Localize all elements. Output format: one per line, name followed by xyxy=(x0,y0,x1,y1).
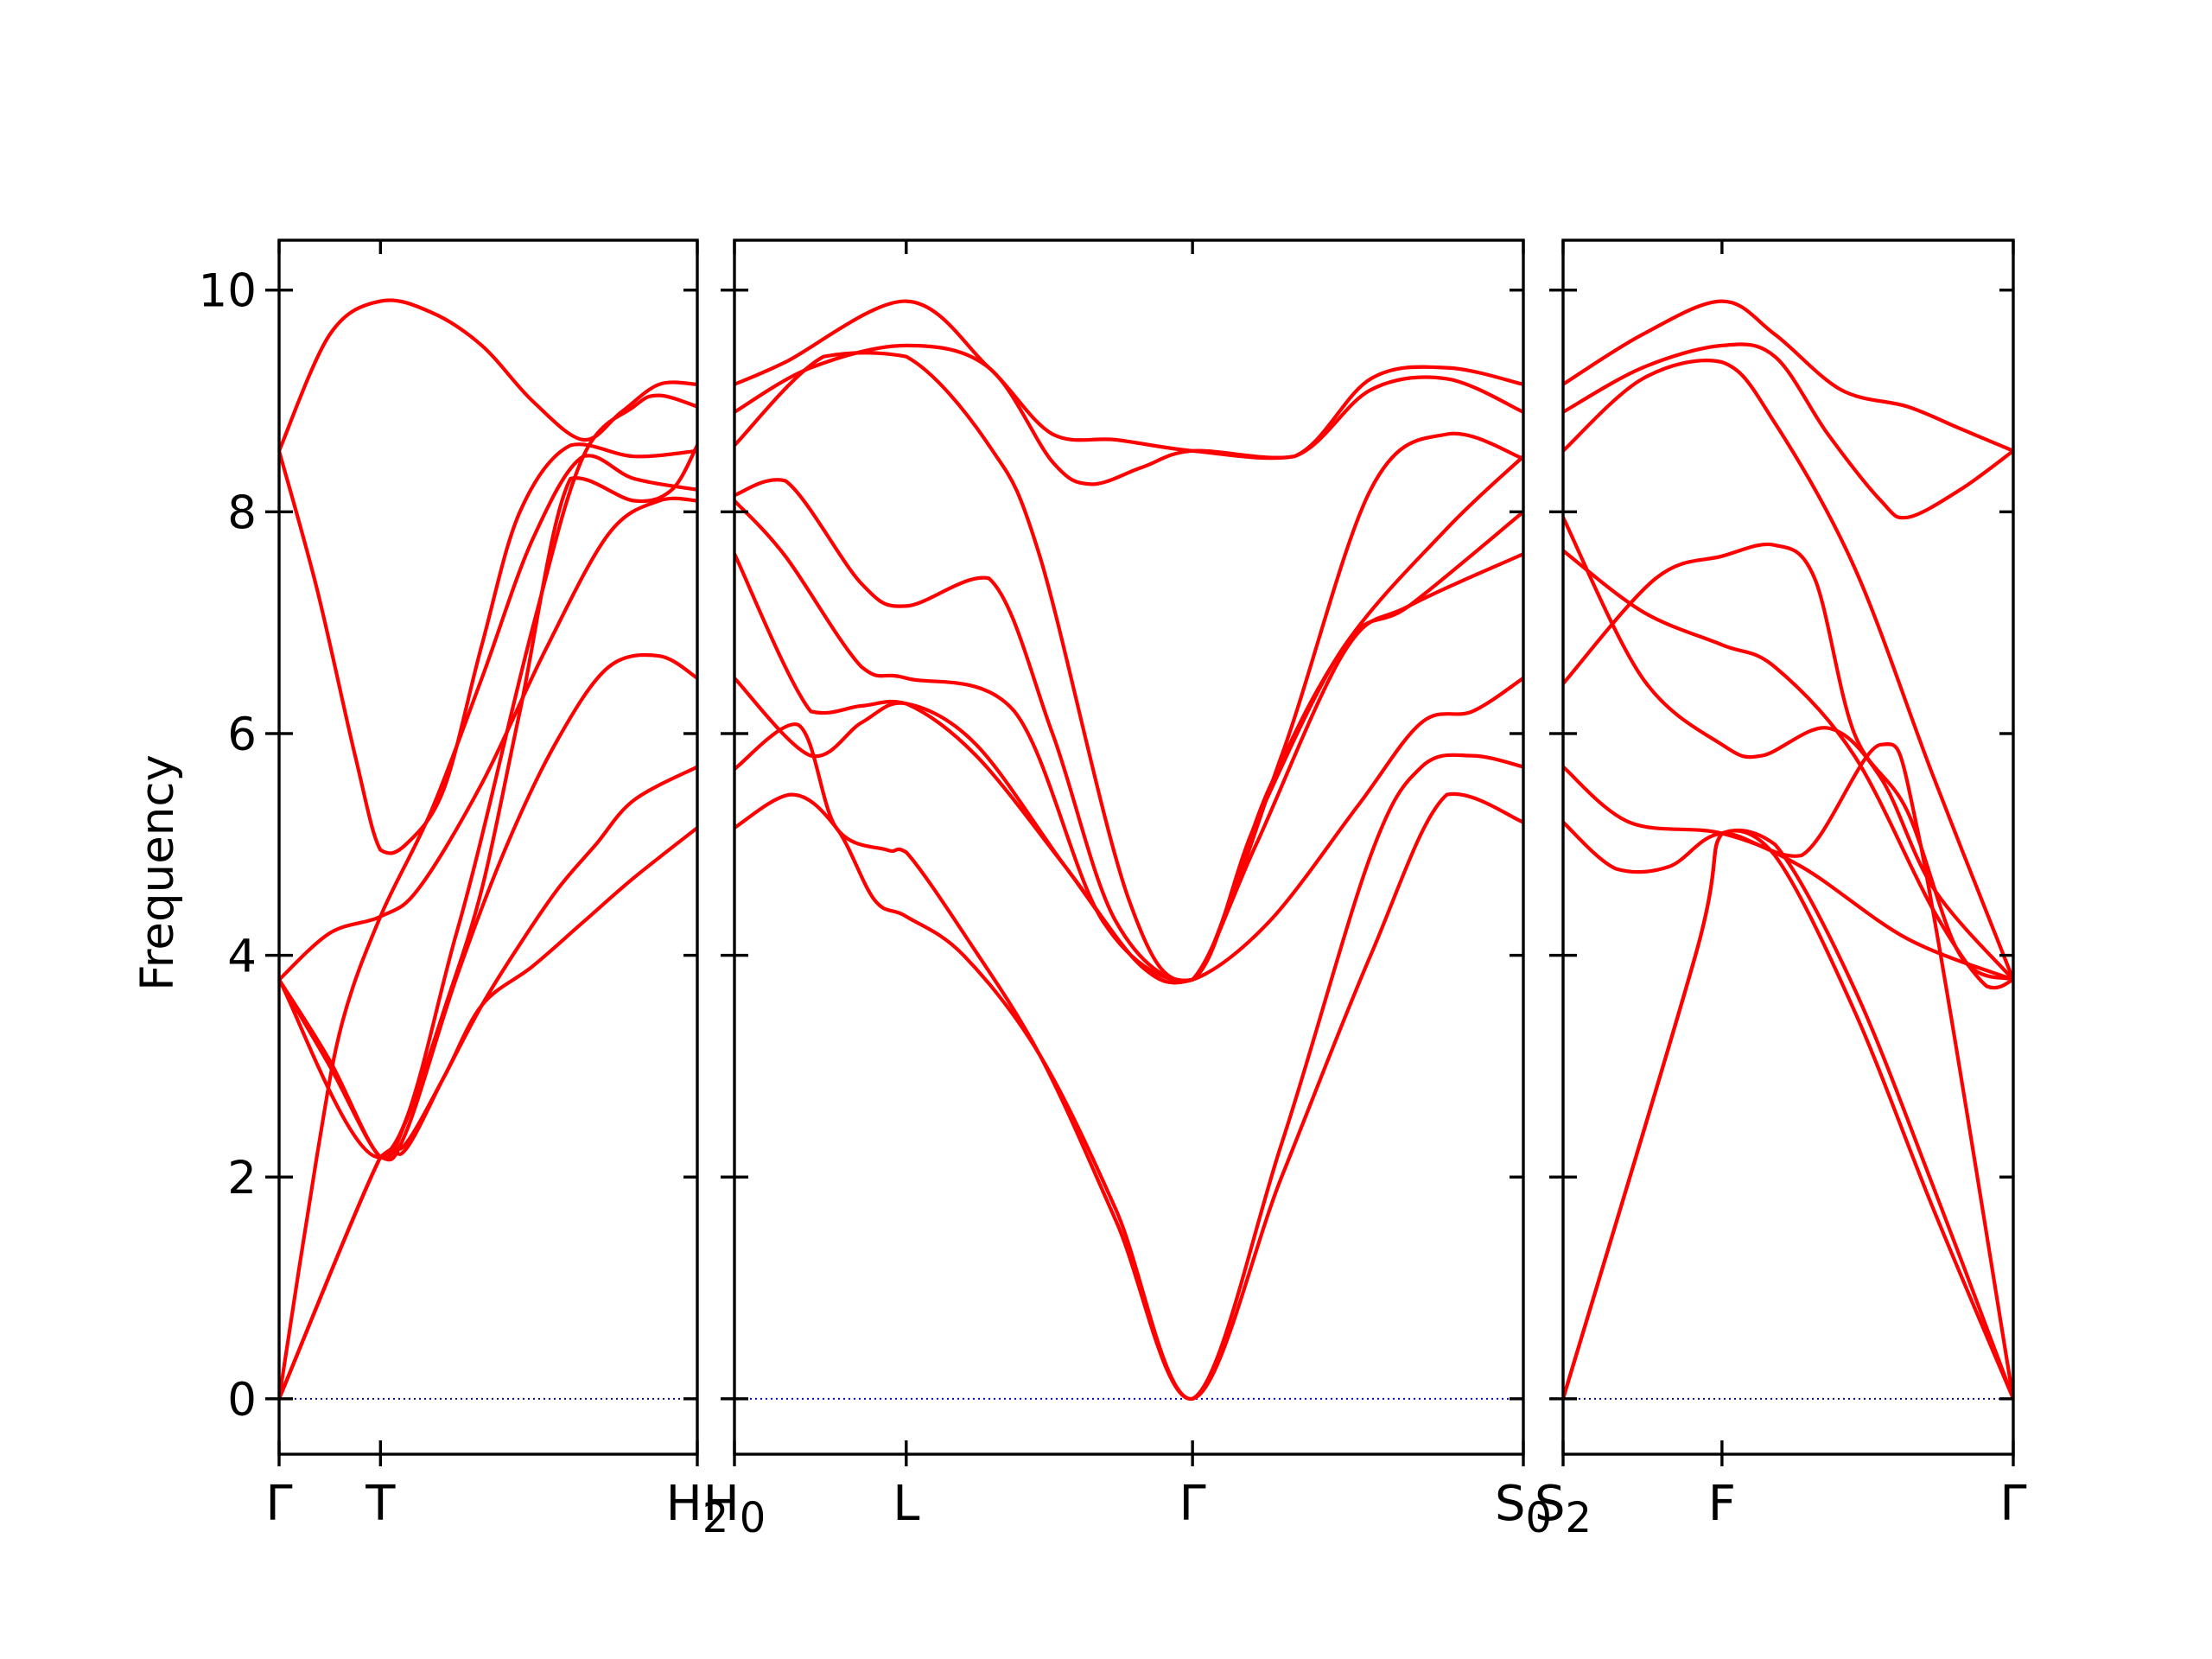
band-line-9 xyxy=(734,299,1523,461)
panel-2: H0 L Γ S0 xyxy=(703,238,1552,1542)
y-tick-label: 8 xyxy=(227,486,257,539)
band-line-6 xyxy=(279,442,697,855)
y-tick-label: 4 xyxy=(227,931,257,983)
x-tick-label: L xyxy=(893,1476,919,1532)
band-line-5 xyxy=(279,496,697,982)
y-tick-label: 2 xyxy=(227,1152,257,1205)
band-line-2 xyxy=(1563,828,2013,1401)
band-line-4 xyxy=(1563,742,2013,1401)
x-tick-label: T xyxy=(365,1476,396,1532)
band-line-8 xyxy=(279,298,697,453)
y-tick-label: 0 xyxy=(227,1374,257,1427)
band-line-6 xyxy=(1563,515,2013,982)
y-tick-label: 10 xyxy=(199,265,257,318)
band-line-5 xyxy=(1563,542,2013,982)
y-tick-label: 6 xyxy=(227,709,257,761)
band-line-7 xyxy=(734,351,1523,982)
band-line-7 xyxy=(1563,549,2013,990)
x-tick-label: S0 xyxy=(1495,1476,1552,1542)
band-line-9 xyxy=(279,393,697,1160)
panel-1: 0 2 4 6 8 10 Γ T H2 xyxy=(199,238,729,1542)
x-tick-label: Γ xyxy=(265,1476,292,1532)
panel-frame xyxy=(277,238,699,1456)
band-line-2 xyxy=(734,722,1523,1401)
band-line-8 xyxy=(1563,359,2013,982)
x-tick-label: H2 xyxy=(666,1476,729,1542)
x-tick-label: Γ xyxy=(1999,1476,2026,1532)
band-line-10 xyxy=(1563,342,2013,520)
band-group xyxy=(734,299,1523,1401)
panel-3: S2 F Γ xyxy=(1535,238,2027,1542)
x-tick-label: F xyxy=(1708,1476,1736,1532)
panel-frame xyxy=(1561,238,2015,1456)
x-tick-label: S2 xyxy=(1535,1476,1592,1542)
band-line-5 xyxy=(734,499,1523,982)
band-line-1 xyxy=(734,791,1523,1401)
band-group xyxy=(1563,299,2013,1401)
x-tick-label: H0 xyxy=(703,1476,766,1542)
band-line-9 xyxy=(1563,299,2013,453)
panel-frame xyxy=(733,238,1525,1456)
band-line-2 xyxy=(279,825,697,1401)
x-tick-label: Γ xyxy=(1179,1476,1206,1532)
band-group xyxy=(279,298,697,1401)
band-line-8 xyxy=(734,343,1523,486)
y-axis-label: Frequency xyxy=(131,754,184,991)
band-line-6 xyxy=(734,454,1523,982)
band-line-7 xyxy=(279,443,697,1160)
